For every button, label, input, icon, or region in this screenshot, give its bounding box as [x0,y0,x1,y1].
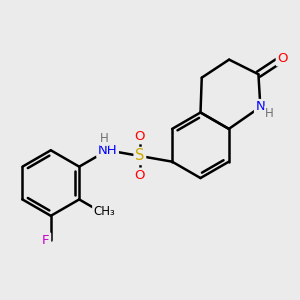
Text: O: O [277,52,288,65]
Text: O: O [135,130,145,143]
Text: CH₃: CH₃ [94,205,115,218]
Text: O: O [135,169,145,182]
Text: H: H [265,106,274,119]
Text: S: S [135,148,145,164]
Text: H: H [100,132,109,145]
Text: N: N [256,100,265,113]
Text: NH: NH [98,144,117,157]
Text: F: F [42,234,50,247]
